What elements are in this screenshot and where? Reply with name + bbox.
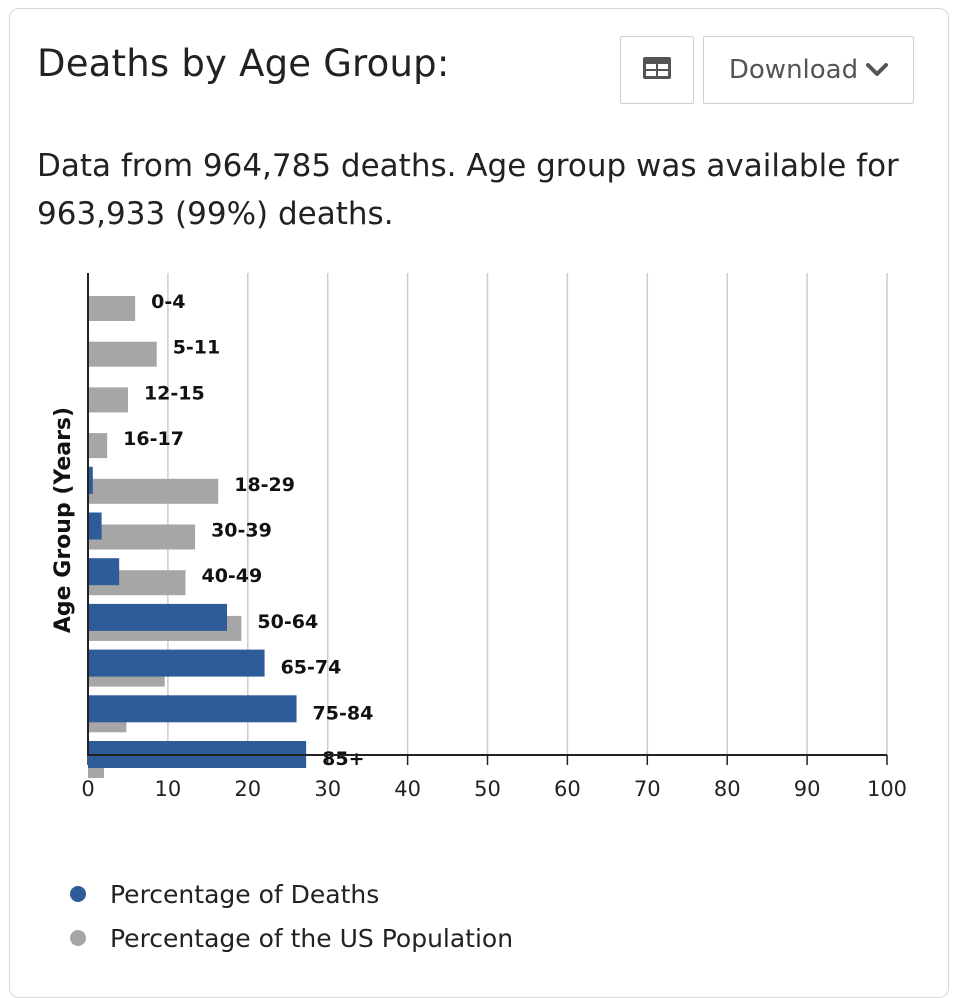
download-label: Download bbox=[728, 55, 859, 85]
bar-population-30-39 bbox=[88, 524, 196, 550]
x-tick-label-0: 0 bbox=[81, 777, 94, 801]
legend-item-deaths[interactable]: Percentage of Deaths bbox=[70, 872, 513, 916]
bar-population-12-15 bbox=[88, 387, 128, 413]
category-label-16-17: 16-17 bbox=[123, 428, 184, 450]
bar-deaths-75-84 bbox=[88, 695, 297, 723]
category-label-85+: 85+ bbox=[322, 748, 364, 770]
x-tick-label-40: 40 bbox=[394, 777, 421, 801]
bar-deaths-30-39 bbox=[88, 512, 102, 540]
category-label-5-11: 5-11 bbox=[173, 337, 221, 359]
x-tick-label-50: 50 bbox=[474, 777, 501, 801]
category-label-12-15: 12-15 bbox=[144, 382, 205, 404]
chart-subtitle: Data from 964,785 deaths. Age group was … bbox=[37, 148, 899, 232]
legend-dot-deaths bbox=[70, 886, 86, 902]
table-icon bbox=[643, 57, 671, 83]
bar-chart: 0 10 20 30 40 50 60 70 80 90 100 0-4 5-11 12-15 16-17 1… bbox=[51, 273, 907, 801]
bar-deaths-65-74 bbox=[88, 649, 265, 677]
x-tick-label-20: 20 bbox=[234, 777, 261, 801]
category-label-50-64: 50-64 bbox=[257, 611, 318, 633]
category-label-65-74: 65-74 bbox=[281, 657, 342, 679]
table-view-button[interactable] bbox=[620, 36, 694, 104]
bar-population-16-17 bbox=[88, 433, 108, 459]
category-label-75-84: 75-84 bbox=[313, 702, 374, 724]
chevron-down-icon bbox=[866, 63, 889, 77]
chart-legend: Percentage of Deaths Percentage of the U… bbox=[70, 872, 513, 960]
x-tick-label-80: 80 bbox=[714, 777, 741, 801]
category-label-30-39: 30-39 bbox=[211, 520, 272, 542]
download-button[interactable]: Download bbox=[703, 36, 914, 104]
category-label-0-4: 0-4 bbox=[151, 291, 185, 313]
bar-population-18-29 bbox=[88, 478, 219, 504]
category-label-40-49: 40-49 bbox=[201, 565, 262, 587]
legend-item-population[interactable]: Percentage of the US Population bbox=[70, 916, 513, 960]
x-tick-label-90: 90 bbox=[794, 777, 821, 801]
legend-label-population: Percentage of the US Population bbox=[110, 923, 514, 953]
bar-deaths-18-29 bbox=[88, 466, 93, 494]
x-tick-label-60: 60 bbox=[554, 777, 581, 801]
bar-population-0-4 bbox=[88, 296, 136, 321]
legend-dot-population bbox=[70, 930, 86, 946]
x-tick-label-70: 70 bbox=[634, 777, 661, 801]
bar-population-5-11 bbox=[88, 341, 157, 367]
chart-title: Deaths by Age Group: bbox=[37, 42, 450, 85]
category-label-18-29: 18-29 bbox=[234, 474, 295, 496]
bar-deaths-50-64 bbox=[88, 603, 228, 631]
x-tick-label-100: 100 bbox=[867, 777, 907, 801]
bar-deaths-40-49 bbox=[88, 558, 120, 586]
x-tick-label-10: 10 bbox=[155, 777, 182, 801]
legend-label-deaths: Percentage of Deaths bbox=[110, 879, 380, 909]
x-tick-label-30: 30 bbox=[314, 777, 341, 801]
y-axis-title: Age Group (Years) bbox=[51, 407, 76, 633]
